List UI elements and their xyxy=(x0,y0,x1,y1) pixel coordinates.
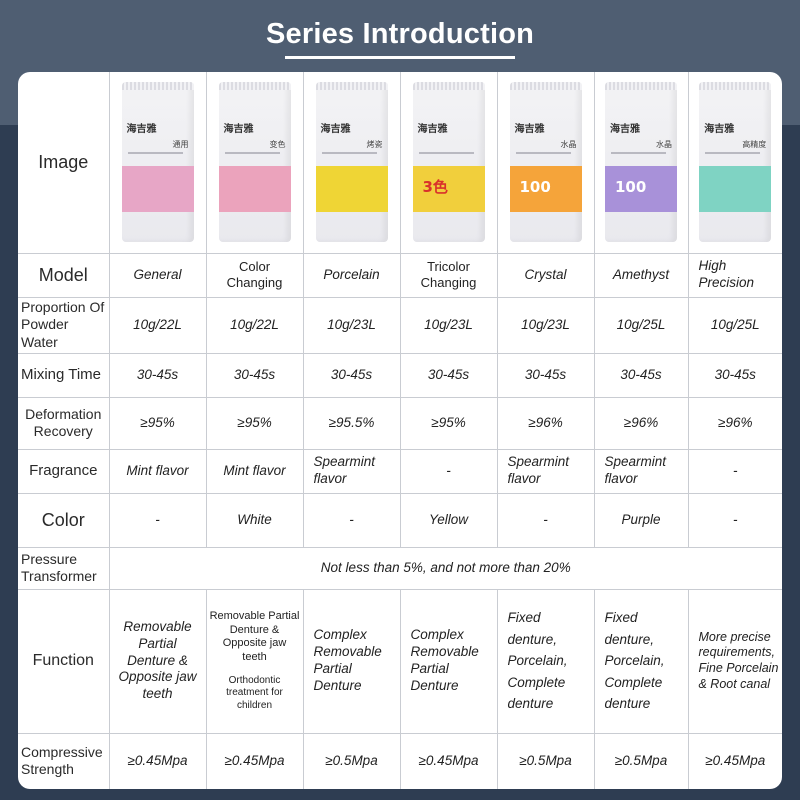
row-color: Color - White - Yellow - Purple - xyxy=(18,492,782,548)
row-compressive: Compressive Strength ≥0.45Mpa ≥0.45Mpa ≥… xyxy=(18,732,782,789)
color-cell: - xyxy=(496,492,595,548)
label-deformation: Deformation Recovery xyxy=(18,396,110,450)
proportion-cell: 10g/25L xyxy=(593,296,689,354)
function-cell: More precise requirements, Fine Porcelai… xyxy=(687,588,782,734)
function-extra: Orthodontic treatment for children xyxy=(226,674,283,711)
compressive-cell: ≥0.5Mpa xyxy=(496,732,595,789)
compressive-cell: ≥0.45Mpa xyxy=(205,732,304,789)
proportion-cell: 10g/23L xyxy=(399,296,498,354)
mixing-cell: 30-45s xyxy=(205,352,304,398)
color-cell: - xyxy=(108,492,207,548)
mixing-cell: 30-45s xyxy=(399,352,498,398)
color-cell: - xyxy=(687,492,782,548)
row-model: Model General Color Changing Porcelain T… xyxy=(18,252,782,298)
product-image: 海吉雅 3色 xyxy=(399,72,498,254)
label-mixing: Mixing Time xyxy=(18,352,110,398)
proportion-cell: 10g/23L xyxy=(302,296,401,354)
product-bag-6: 海吉雅 高精度 xyxy=(699,82,772,243)
row-proportion: Proportion Of Powder Water 10g/22L 10g/2… xyxy=(18,296,782,354)
row-fragrance: Fragrance Mint flavor Mint flavor Spearm… xyxy=(18,448,782,494)
mixing-cell: 30-45s xyxy=(496,352,595,398)
fragrance-cell: Spearmint flavor xyxy=(593,448,689,494)
proportion-cell: 10g/25L xyxy=(687,296,782,354)
compressive-cell: ≥0.45Mpa xyxy=(687,732,782,789)
fragrance-cell: Mint flavor xyxy=(205,448,304,494)
deformation-cell: ≥96% xyxy=(687,396,782,450)
color-cell: Purple xyxy=(593,492,689,548)
product-image: 海吉雅 水晶 100 xyxy=(593,72,689,254)
mixing-cell: 30-45s xyxy=(302,352,401,398)
color-cell: - xyxy=(302,492,401,548)
proportion-cell: 10g/22L xyxy=(205,296,304,354)
compressive-cell: ≥0.45Mpa xyxy=(108,732,207,789)
model-cell: Amethyst xyxy=(593,252,689,298)
spec-table-card: Image 海吉雅 通用 海吉雅 变色 海吉雅 烤瓷 海吉雅 3色 海吉雅 水晶 100 海… xyxy=(18,72,782,789)
fragrance-cell: Mint flavor xyxy=(108,448,207,494)
label-image: Image xyxy=(18,72,110,254)
compressive-cell: ≥0.5Mpa xyxy=(302,732,401,789)
mixing-cell: 30-45s xyxy=(108,352,207,398)
function-cell: Fixed denture, Porcelain, Complete dentu… xyxy=(593,588,689,734)
label-pressure: Pressure Transformer xyxy=(18,546,110,590)
proportion-cell: 10g/23L xyxy=(496,296,595,354)
row-deformation: Deformation Recovery ≥95% ≥95% ≥95.5% ≥9… xyxy=(18,396,782,450)
color-cell: White xyxy=(205,492,304,548)
model-cell: Crystal xyxy=(496,252,595,298)
row-pressure: Pressure Transformer Not less than 5%, a… xyxy=(18,546,782,590)
label-fragrance: Fragrance xyxy=(18,448,110,494)
deformation-cell: ≥96% xyxy=(593,396,689,450)
mixing-cell: 30-45s xyxy=(593,352,689,398)
compressive-cell: ≥0.5Mpa xyxy=(593,732,689,789)
model-cell: High Precision xyxy=(687,252,782,298)
product-image: 海吉雅 通用 xyxy=(108,72,207,254)
product-bag-2: 海吉雅 烤瓷 xyxy=(315,82,388,243)
function-cell: Complex Removable Partial Denture xyxy=(302,588,401,734)
title-underline xyxy=(285,56,515,59)
function-cell: Removable Partial Denture & Opposite jaw… xyxy=(205,588,304,734)
model-cell: Tricolor Changing xyxy=(399,252,498,298)
deformation-cell: ≥96% xyxy=(496,396,595,450)
row-image: Image 海吉雅 通用 海吉雅 变色 海吉雅 烤瓷 海吉雅 3色 海吉雅 水晶 100 海… xyxy=(18,72,782,254)
label-proportion: Proportion Of Powder Water xyxy=(18,296,110,354)
function-cell: Complex Removable Partial Denture xyxy=(399,588,498,734)
model-cell: Porcelain xyxy=(302,252,401,298)
product-bag-1: 海吉雅 变色 xyxy=(218,82,291,243)
row-mixing: Mixing Time 30-45s 30-45s 30-45s 30-45s … xyxy=(18,352,782,398)
product-image: 海吉雅 高精度 xyxy=(687,72,782,254)
label-compressive: Compressive Strength xyxy=(18,732,110,789)
fragrance-cell: - xyxy=(399,448,498,494)
proportion-cell: 10g/22L xyxy=(108,296,207,354)
product-bag-3: 海吉雅 3色 xyxy=(412,82,485,243)
product-bag-5: 海吉雅 水晶 100 xyxy=(605,82,677,243)
product-image: 海吉雅 水晶 100 xyxy=(496,72,595,254)
product-image: 海吉雅 变色 xyxy=(205,72,304,254)
fragrance-cell: - xyxy=(687,448,782,494)
label-function: Function xyxy=(18,588,110,734)
function-cell: Removable Partial Denture & Opposite jaw… xyxy=(108,588,207,734)
product-image: 海吉雅 烤瓷 xyxy=(302,72,401,254)
compressive-cell: ≥0.45Mpa xyxy=(399,732,498,789)
deformation-cell: ≥95% xyxy=(399,396,498,450)
fragrance-cell: Spearmint flavor xyxy=(302,448,401,494)
color-cell: Yellow xyxy=(399,492,498,548)
function-cell: Fixed denture, Porcelain, Complete dentu… xyxy=(496,588,595,734)
product-bag-4: 海吉雅 水晶 100 xyxy=(509,82,582,243)
deformation-cell: ≥95% xyxy=(108,396,207,450)
mixing-cell: 30-45s xyxy=(687,352,782,398)
deformation-cell: ≥95.5% xyxy=(302,396,401,450)
page-title: Series Introduction xyxy=(265,18,535,50)
function-text: Removable Partial Denture & Opposite jaw… xyxy=(209,609,300,663)
label-color: Color xyxy=(18,492,110,548)
label-model: Model xyxy=(18,252,110,298)
row-function: Function Removable Partial Denture & Opp… xyxy=(18,588,782,734)
spec-table: Image 海吉雅 通用 海吉雅 变色 海吉雅 烤瓷 海吉雅 3色 海吉雅 水晶 100 海… xyxy=(18,72,782,789)
pressure-cell: Not less than 5%, and not more than 20% xyxy=(108,546,782,590)
deformation-cell: ≥95% xyxy=(205,396,304,450)
model-cell: Color Changing xyxy=(205,252,304,298)
fragrance-cell: Spearmint flavor xyxy=(496,448,595,494)
model-cell: General xyxy=(108,252,207,298)
product-bag-0: 海吉雅 通用 xyxy=(121,82,194,243)
